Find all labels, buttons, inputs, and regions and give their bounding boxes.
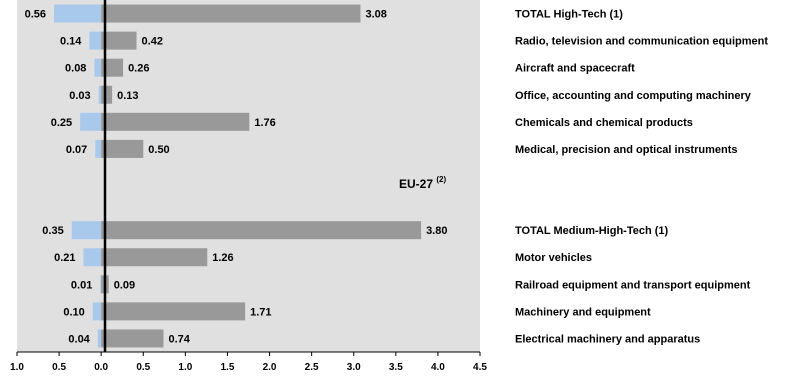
bar-left-value: 0.10 — [63, 306, 84, 318]
x-tick-label: 2.0 — [263, 362, 277, 373]
x-tick-label: 3.5 — [389, 362, 403, 373]
bar-right — [101, 31, 137, 50]
bar-left-value: 0.04 — [68, 333, 90, 345]
bar-left-value: 0.56 — [25, 9, 46, 21]
category-label: Radio, television and communication equi… — [515, 36, 768, 48]
x-tick-label: 0.5 — [136, 362, 150, 373]
x-tick-label: 2.5 — [305, 362, 319, 373]
bar-right-value: 0.74 — [168, 333, 190, 345]
bar-left — [97, 329, 102, 348]
bar-right-value: 3.08 — [365, 9, 386, 21]
plot-area — [17, 0, 480, 352]
bar-right — [101, 58, 124, 77]
bar-left — [54, 4, 102, 23]
bar-right-value: 1.76 — [254, 117, 275, 129]
annotation-main: EU-27 — [399, 177, 433, 191]
x-tick-label: 0.0 — [94, 362, 108, 373]
bars-group — [54, 4, 422, 348]
bar-right — [101, 248, 208, 267]
category-label: Electrical machinery and apparatus — [515, 333, 700, 345]
bar-right-value: 0.50 — [148, 144, 169, 156]
category-label: TOTAL Medium-High-Tech (1) — [515, 225, 669, 237]
annotation-label: EU-27 (2) — [399, 175, 446, 191]
bar-left — [95, 139, 102, 158]
category-label: Office, accounting and computing machine… — [515, 90, 752, 102]
bar-left — [98, 85, 102, 104]
bar-right-value: 1.26 — [212, 252, 233, 264]
bar-left — [83, 248, 102, 267]
x-tick-label: 1.0 — [10, 362, 24, 373]
bar-left — [89, 31, 102, 50]
category-label: Aircraft and spacecraft — [515, 63, 635, 75]
bar-right — [101, 329, 164, 348]
x-tick-label: 1.0 — [178, 362, 192, 373]
bar-right-value: 0.42 — [142, 36, 163, 48]
x-tick-label: 0.5 — [52, 362, 66, 373]
bar-left-value: 0.14 — [60, 36, 82, 48]
bar-left-value: 0.01 — [71, 279, 92, 291]
bar-left-value: 0.21 — [54, 252, 75, 264]
bar-left — [94, 58, 102, 77]
bar-left-value: 0.08 — [65, 63, 86, 75]
x-axis: 1.0 0.5 0.0 0.5 1.0 1.5 2.0 2.5 3.0 3.5 4.0 4.5 — [10, 351, 487, 373]
category-label: Motor vehicles — [515, 252, 592, 264]
bar-left — [92, 302, 102, 321]
category-label: Medical, precision and optical instrumen… — [515, 144, 738, 156]
bar-labels-group: 0.56 3.08 0.14 0.42 0.08 0.26 0.03 0.13 0.25 1.76… — [25, 9, 448, 346]
bar-left-value: 0.03 — [69, 90, 90, 102]
x-tick-label: 3.0 — [347, 362, 361, 373]
bar-left — [71, 221, 102, 240]
bar-right-value: 0.13 — [117, 90, 138, 102]
x-tick-label: 4.5 — [473, 362, 487, 373]
bar-left — [100, 275, 102, 294]
bar-left-value: 0.07 — [66, 144, 87, 156]
category-label: Chemicals and chemical products — [515, 117, 693, 129]
bar-left — [80, 112, 102, 131]
bar-right — [101, 4, 361, 23]
x-tick-label: 1.5 — [221, 362, 235, 373]
annotation-superscript: (2) — [436, 175, 446, 184]
bar-right — [101, 139, 144, 158]
bar-right-value: 0.09 — [114, 279, 135, 291]
category-label: Railroad equipment and transport equipme… — [515, 279, 751, 291]
x-tick-label: 4.0 — [431, 362, 445, 373]
category-label: Machinery and equipment — [515, 306, 651, 318]
category-label: TOTAL High-Tech (1) — [515, 9, 623, 21]
bar-right-value: 3.80 — [426, 225, 447, 237]
bar-right — [101, 85, 113, 104]
bar-right — [101, 302, 246, 321]
bar-right-value: 0.26 — [128, 63, 149, 75]
category-labels-group: TOTAL High-Tech (1) Radio, television and… — [515, 9, 768, 346]
bar-right-value: 1.71 — [250, 306, 271, 318]
bar-left-value: 0.35 — [42, 225, 63, 237]
bar-right — [101, 221, 422, 240]
bar-left-value: 0.25 — [51, 117, 72, 129]
bar-right — [101, 112, 250, 131]
